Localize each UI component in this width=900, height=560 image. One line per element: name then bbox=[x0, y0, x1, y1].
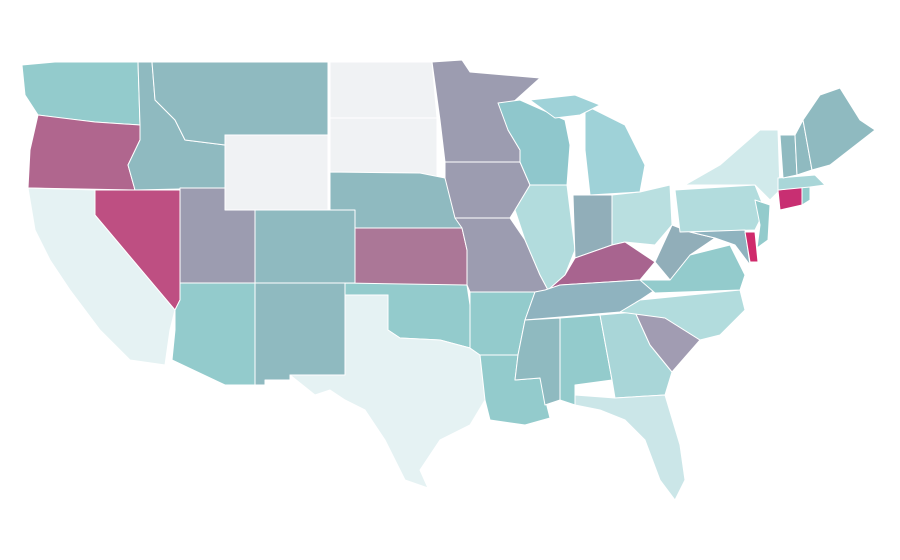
state-region bbox=[611, 184, 673, 246]
state-region bbox=[802, 87, 876, 171]
state-region bbox=[224, 134, 329, 211]
state-region bbox=[684, 129, 781, 201]
state-region bbox=[639, 244, 746, 294]
state-region bbox=[674, 184, 766, 233]
state-region bbox=[744, 231, 759, 263]
state-region bbox=[529, 94, 601, 119]
state-region bbox=[619, 289, 746, 341]
state-region bbox=[354, 227, 468, 286]
state-region bbox=[171, 282, 256, 386]
state-region bbox=[754, 199, 771, 249]
state-region bbox=[584, 104, 646, 196]
state-region bbox=[254, 209, 356, 284]
state-region bbox=[27, 114, 141, 191]
state-region bbox=[801, 186, 811, 206]
state-region bbox=[289, 294, 486, 489]
state-region bbox=[689, 229, 751, 266]
state-region bbox=[779, 134, 798, 179]
state-region bbox=[574, 394, 686, 501]
state-region bbox=[329, 61, 438, 119]
state-region bbox=[777, 186, 803, 211]
state-region bbox=[777, 174, 826, 191]
state-region bbox=[254, 282, 346, 386]
state-region bbox=[329, 117, 441, 181]
